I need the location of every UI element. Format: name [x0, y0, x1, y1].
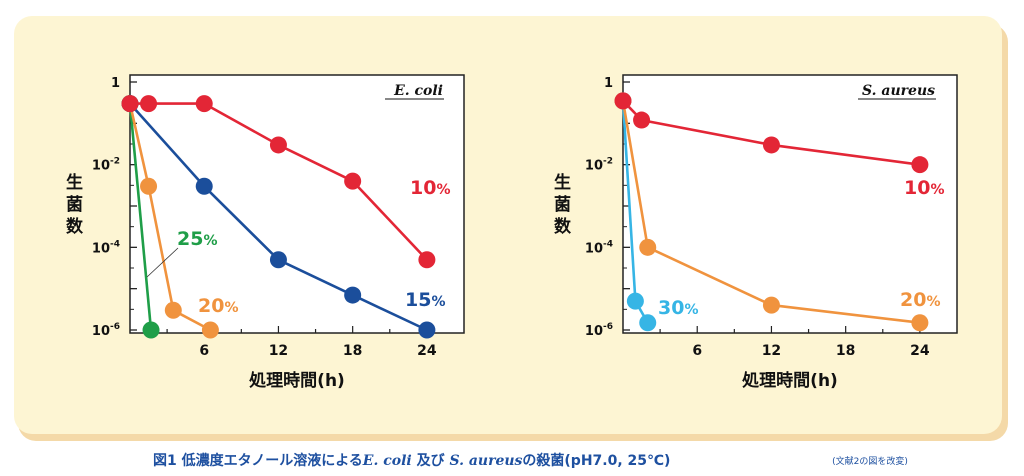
saureus-ytick-base: 10 [585, 324, 603, 339]
ecoli-series-group: 25% 20% 15% 10% [121, 95, 450, 339]
saureus-xtick-label: 24 [910, 343, 930, 359]
ecoli-plot-area [129, 74, 465, 334]
ecoli-series-15pct-label: 15% [405, 289, 445, 311]
ecoli-ytick-base: 10 [92, 159, 110, 174]
saureus-series-10pct-label: 10% [904, 177, 944, 199]
ecoli-xtick-label: 6 [199, 343, 209, 359]
ecoli-ytick-exponent: -2 [110, 157, 120, 167]
saureus-ytick-base: 10 [585, 159, 603, 174]
saureus-xtick-label: 18 [836, 343, 855, 359]
ecoli-series-25pct-line [128, 103, 153, 331]
saureus-series-30pct-point [639, 314, 657, 332]
ecoli-series-10pct-point [195, 95, 213, 113]
ecoli-series-10pct-point [140, 95, 158, 113]
ecoli-axis-ticks: 110-210-410-66 12 18 24 [92, 76, 437, 359]
ecoli-ytick-base: 10 [92, 241, 110, 256]
saureus-ytick-exponent: -6 [603, 322, 613, 332]
ecoli-xtick-label: 24 [417, 343, 437, 359]
ecoli-ytick-label: 1 [111, 76, 120, 91]
saureus-series-10pct-point [614, 92, 632, 110]
ecoli-series-10pct-point [269, 136, 287, 154]
ecoli-series-10pct-point [418, 251, 436, 269]
saureus-series-20pct-point [639, 238, 657, 256]
ecoli-series-10pct-point [121, 95, 139, 113]
ecoli-ylabel: 生菌数 [66, 172, 84, 237]
saureus-ytick-label: 10-6 [585, 322, 613, 339]
saureus-series-10pct-point [762, 136, 780, 154]
saureus-series-20pct-label: 20% [900, 289, 940, 311]
saureus-chart: 110-210-410-66 12 18 24 30% 20%10% S. aureus… [554, 74, 958, 391]
ecoli-chart-title: E. coli [393, 83, 443, 99]
ecoli-series-20pct-point [140, 177, 158, 195]
ecoli-ytick-exponent: -6 [110, 322, 120, 332]
saureus-ytick-base: 1 [604, 76, 613, 91]
saureus-ylabel: 生菌数 [554, 172, 572, 237]
saureus-series-20pct-point [762, 296, 780, 314]
caption-middle: 及び [412, 453, 450, 469]
saureus-ytick-exponent: -2 [603, 157, 613, 167]
ecoli-series-15pct-point [418, 321, 436, 339]
ecoli-series-10pct-label: 10% [410, 177, 450, 199]
ecoli-xtick-label: 18 [343, 343, 362, 359]
saureus-xlabel: 処理時間(h) [741, 370, 838, 391]
ecoli-xtick-label: 12 [269, 343, 288, 359]
saureus-axis-ticks: 110-210-410-66 12 18 24 [585, 76, 930, 359]
saureus-series-20pct-point [911, 314, 929, 332]
saureus-series-10pct-point [633, 111, 651, 129]
ecoli-series-25pct-point [142, 321, 160, 339]
saureus-series-30pct-label: 30% [658, 297, 698, 319]
saureus-ytick-base: 10 [585, 241, 603, 256]
caption-prefix: 図1 低濃度エタノール溶液による [153, 452, 363, 469]
saureus-xtick-label: 12 [762, 343, 781, 359]
ecoli-series-20pct-line [128, 103, 212, 332]
saureus-plot-area [622, 74, 958, 334]
ecoli-ytick-label: 10-4 [92, 239, 120, 256]
ecoli-ytick-base: 10 [92, 324, 110, 339]
ecoli-series-10pct-point [344, 172, 362, 190]
ecoli-ytick-base: 1 [111, 76, 120, 91]
ecoli-series-20pct-point [164, 301, 182, 319]
saureus-xtick-label: 6 [692, 343, 702, 359]
caption-organism-1: E. coli [362, 453, 412, 469]
caption-organism-2: S. aureus [449, 453, 522, 469]
ecoli-series-15pct-point [269, 251, 287, 269]
ecoli-series-20pct-label: 20% [198, 295, 238, 317]
ecoli-xlabel: 処理時間(h) [248, 370, 345, 391]
ecoli-series-25pct-label: 25% [177, 228, 217, 250]
saureus-ytick-label: 1 [604, 76, 613, 91]
ecoli-ytick-label: 10-6 [92, 322, 120, 339]
ecoli-ytick-label: 10-2 [92, 157, 120, 174]
saureus-series-10pct-line [622, 99, 921, 166]
saureus-chart-title: S. aureus [862, 83, 935, 99]
caption-suffix: の殺菌(pH7.0, 25℃) [522, 452, 670, 469]
saureus-ytick-label: 10-2 [585, 157, 613, 174]
ecoli-chart: 110-210-410-66 12 18 24 25%20% 15%10% E. col… [66, 74, 465, 391]
ecoli-ytick-exponent: -4 [110, 239, 120, 249]
figure-caption: 図1 低濃度エタノール溶液によるE. coli 及び S. aureusの殺菌(… [153, 452, 670, 469]
ecoli-series-15pct-point [344, 286, 362, 304]
ecoli-series-20pct-point [201, 321, 219, 339]
saureus-series-30pct-point [626, 292, 644, 310]
saureus-series-10pct-point [911, 156, 929, 174]
saureus-ytick-exponent: -4 [603, 239, 613, 249]
saureus-series-20pct-line [621, 100, 921, 324]
caption-note: (文献2の図を改変) [832, 455, 908, 467]
saureus-ytick-label: 10-4 [585, 239, 613, 256]
ecoli-25pct-leader [146, 247, 179, 278]
ecoli-series-15pct-point [195, 177, 213, 195]
saureus-series-group: 30% 20% 10% [614, 92, 944, 332]
